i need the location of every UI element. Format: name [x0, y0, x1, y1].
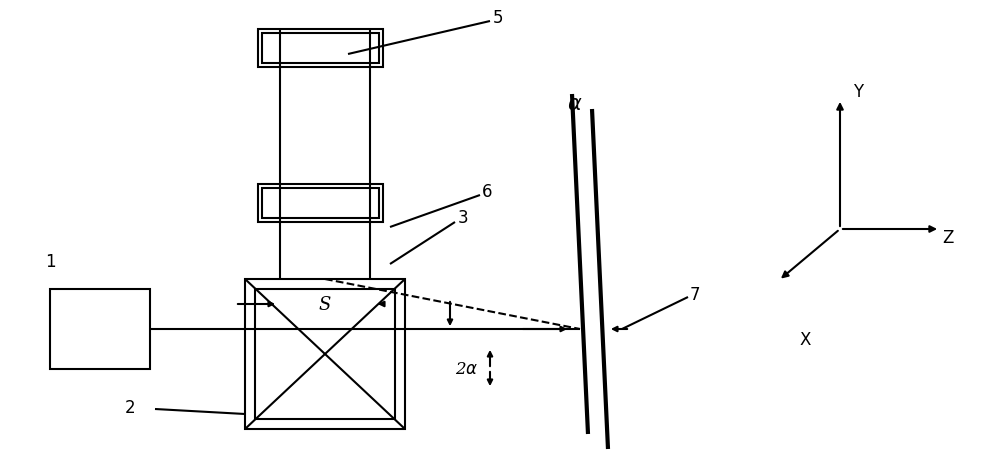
Text: 2: 2 — [125, 398, 135, 416]
Text: 7: 7 — [690, 285, 700, 303]
Text: Z: Z — [942, 229, 954, 246]
Text: S: S — [319, 295, 331, 313]
Bar — [258, 185, 383, 223]
Text: X: X — [799, 330, 811, 348]
Text: 5: 5 — [493, 9, 503, 27]
Text: Y: Y — [853, 83, 863, 101]
Bar — [258, 30, 383, 68]
Bar — [262, 34, 379, 64]
Text: 3: 3 — [458, 208, 468, 226]
Text: 2$\alpha$: 2$\alpha$ — [455, 361, 478, 378]
Bar — [245, 279, 405, 429]
Bar — [50, 289, 150, 369]
Bar — [262, 188, 379, 219]
Text: 6: 6 — [482, 182, 492, 200]
Bar — [255, 289, 395, 419]
Text: 1: 1 — [45, 252, 55, 270]
Text: $\alpha$: $\alpha$ — [567, 95, 583, 114]
